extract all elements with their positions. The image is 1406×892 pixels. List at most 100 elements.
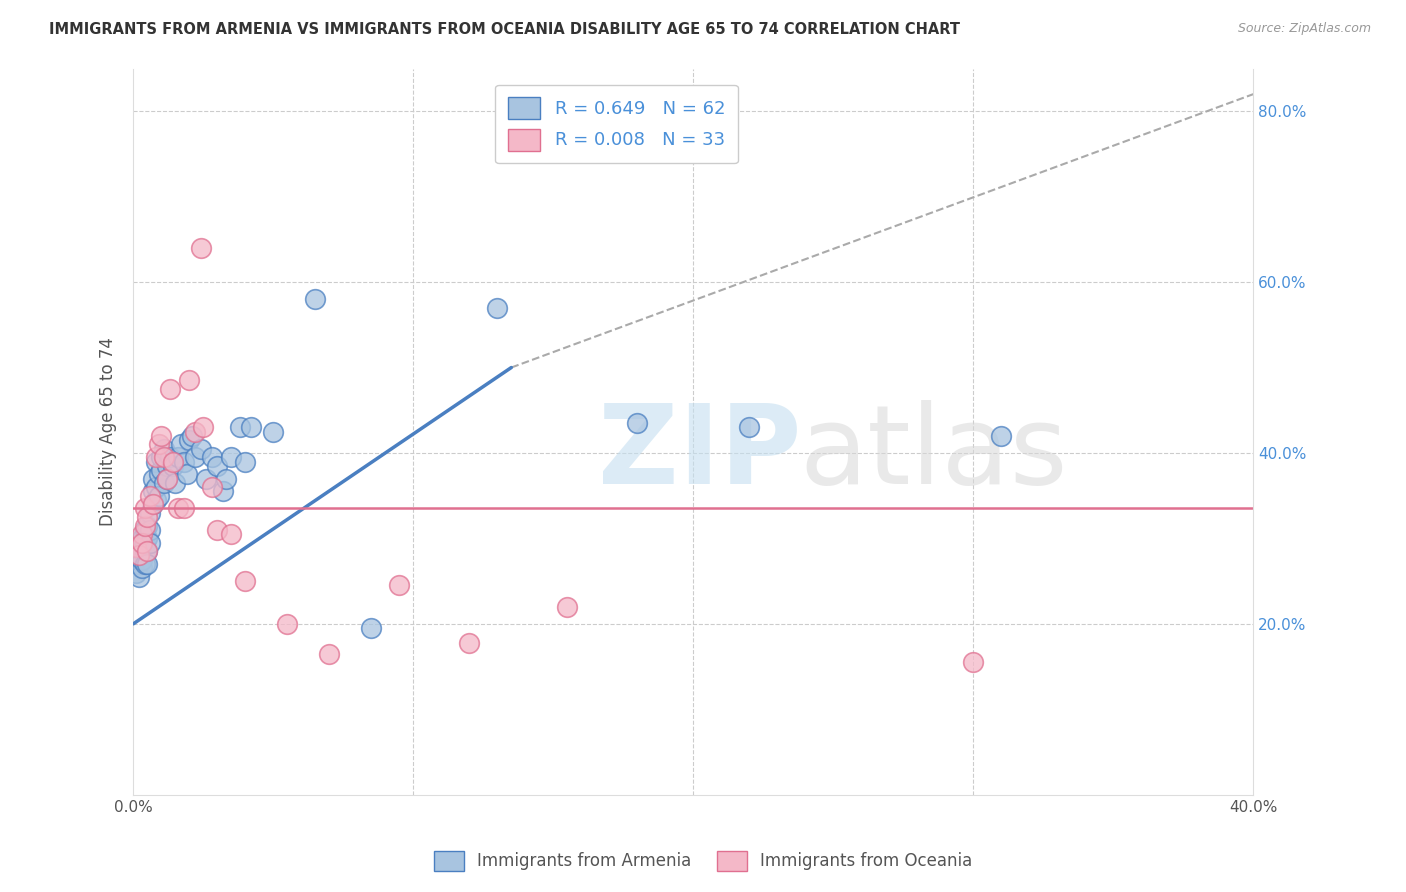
- Text: Source: ZipAtlas.com: Source: ZipAtlas.com: [1237, 22, 1371, 36]
- Point: [159, 450, 181, 465]
- Point: [145, 450, 167, 465]
- Point: [153, 450, 176, 465]
- Point: [128, 557, 150, 571]
- Point: [190, 241, 212, 255]
- Text: IMMIGRANTS FROM ARMENIA VS IMMIGRANTS FROM OCEANIA DISABILITY AGE 65 TO 74 CORRE: IMMIGRANTS FROM ARMENIA VS IMMIGRANTS FR…: [49, 22, 960, 37]
- Point: [139, 535, 162, 549]
- Text: ZIP: ZIP: [598, 400, 801, 507]
- Point: [304, 292, 326, 306]
- Point: [262, 425, 284, 439]
- Point: [156, 472, 179, 486]
- Point: [131, 553, 153, 567]
- Point: [215, 472, 238, 486]
- Point: [184, 425, 207, 439]
- Point: [162, 458, 184, 473]
- Point: [195, 472, 218, 486]
- Point: [233, 454, 256, 468]
- Point: [145, 454, 167, 468]
- Point: [221, 450, 243, 465]
- Point: [229, 420, 252, 434]
- Point: [134, 523, 156, 537]
- Point: [134, 501, 156, 516]
- Point: [131, 527, 153, 541]
- Point: [131, 535, 153, 549]
- Point: [318, 647, 340, 661]
- Point: [233, 574, 256, 588]
- Point: [136, 557, 159, 571]
- Point: [148, 489, 170, 503]
- Legend: R = 0.649   N = 62, R = 0.008   N = 33: R = 0.649 N = 62, R = 0.008 N = 33: [495, 85, 738, 163]
- Point: [626, 416, 648, 430]
- Point: [125, 566, 148, 580]
- Point: [134, 544, 156, 558]
- Point: [207, 458, 229, 473]
- Point: [173, 454, 195, 468]
- Point: [131, 561, 153, 575]
- Point: [139, 489, 162, 503]
- Point: [153, 475, 176, 490]
- Point: [148, 467, 170, 482]
- Point: [738, 420, 761, 434]
- Point: [136, 510, 159, 524]
- Point: [221, 527, 243, 541]
- Point: [990, 429, 1012, 443]
- Point: [179, 433, 201, 447]
- Point: [128, 535, 150, 549]
- Point: [201, 450, 224, 465]
- Point: [136, 544, 159, 558]
- Point: [131, 532, 153, 546]
- Point: [170, 437, 193, 451]
- Point: [184, 450, 207, 465]
- Point: [134, 540, 156, 554]
- Point: [128, 549, 150, 563]
- Point: [134, 518, 156, 533]
- Point: [962, 655, 984, 669]
- Point: [150, 450, 173, 465]
- Point: [190, 442, 212, 456]
- Point: [148, 437, 170, 451]
- Point: [179, 373, 201, 387]
- Point: [388, 578, 411, 592]
- Point: [181, 429, 204, 443]
- Point: [134, 535, 156, 549]
- Point: [201, 480, 224, 494]
- Point: [162, 454, 184, 468]
- Point: [176, 467, 198, 482]
- Point: [128, 570, 150, 584]
- Point: [360, 621, 382, 635]
- Point: [145, 492, 167, 507]
- Legend: Immigrants from Armenia, Immigrants from Oceania: Immigrants from Armenia, Immigrants from…: [426, 842, 980, 880]
- Point: [212, 484, 235, 499]
- Y-axis label: Disability Age 65 to 74: Disability Age 65 to 74: [100, 337, 117, 526]
- Point: [159, 382, 181, 396]
- Point: [139, 523, 162, 537]
- Point: [458, 635, 481, 649]
- Point: [156, 458, 179, 473]
- Point: [142, 472, 165, 486]
- Point: [239, 420, 262, 434]
- Point: [142, 484, 165, 499]
- Point: [486, 301, 509, 315]
- Text: atlas: atlas: [800, 400, 1069, 507]
- Point: [136, 532, 159, 546]
- Point: [150, 429, 173, 443]
- Point: [139, 506, 162, 520]
- Point: [193, 420, 215, 434]
- Point: [136, 544, 159, 558]
- Point: [167, 501, 190, 516]
- Point: [142, 497, 165, 511]
- Point: [165, 475, 187, 490]
- Point: [207, 523, 229, 537]
- Point: [125, 540, 148, 554]
- Point: [555, 599, 578, 614]
- Point: [125, 549, 148, 563]
- Point: [153, 442, 176, 456]
- Point: [276, 616, 298, 631]
- Point: [134, 557, 156, 571]
- Point: [131, 544, 153, 558]
- Point: [136, 518, 159, 533]
- Point: [156, 472, 179, 486]
- Point: [145, 480, 167, 494]
- Point: [173, 501, 195, 516]
- Point: [142, 497, 165, 511]
